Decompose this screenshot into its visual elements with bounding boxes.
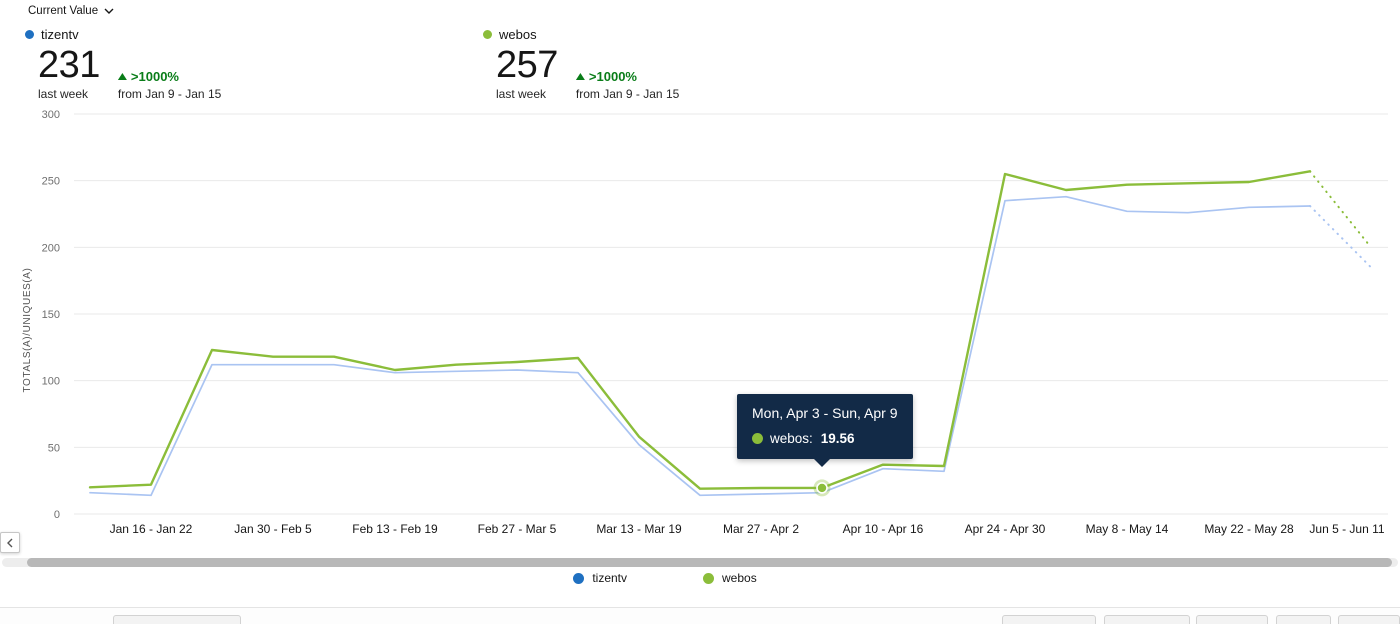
chart-scrollbar-track: [2, 558, 1398, 567]
metric-selector-dropdown[interactable]: Current Value: [28, 5, 114, 17]
increase-arrow-icon: [117, 73, 127, 80]
scroll-left-button[interactable]: [0, 532, 20, 553]
kpi-change-value: >1000%: [130, 69, 179, 84]
footer-control-4[interactable]: [1196, 615, 1268, 624]
webos-legend-dot-icon: [703, 572, 714, 584]
chart-legend: tizentv webos: [0, 571, 1400, 585]
svg-text:150: 150: [42, 309, 60, 321]
kpi-change-value: >1000%: [588, 69, 637, 84]
legend-item-tizentv[interactable]: tizentv: [573, 571, 627, 585]
svg-text:300: 300: [42, 109, 60, 121]
metric-selector-label: Current Value: [28, 5, 99, 17]
kpi-tizentv: tizentv 231 last week >1000% from Jan 9 …: [25, 27, 221, 101]
tooltip-date-range: Mon, Apr 3 - Sun, Apr 9: [752, 405, 898, 421]
chevron-left-icon: [7, 538, 13, 547]
webos-series-dot-icon: [483, 30, 492, 39]
kpi-change: >1000%: [117, 69, 221, 84]
svg-text:May 8 - May 14: May 8 - May 14: [1086, 522, 1169, 536]
increase-arrow-icon: [575, 73, 585, 80]
svg-text:Jun 5 - Jun 11: Jun 5 - Jun 11: [1309, 522, 1384, 536]
kpi-series-name: tizentv: [41, 27, 79, 42]
footer-control-5[interactable]: [1276, 615, 1331, 624]
tizentv-series-dot-icon: [25, 30, 34, 39]
kpi-webos: webos 257 last week >1000% from Jan 9 - …: [483, 27, 679, 101]
svg-text:Apr 24 - Apr 30: Apr 24 - Apr 30: [965, 522, 1046, 536]
footer-control-2[interactable]: [1002, 615, 1096, 624]
kpi-value-caption: last week: [496, 87, 547, 101]
line-chart[interactable]: 0 50 100 150 200 250 300 Jan 16 - Jan 22 Jan 30 …: [0, 0, 1400, 545]
svg-text:Apr 10 - Apr 16: Apr 10 - Apr 16: [843, 522, 924, 536]
svg-text:100: 100: [42, 376, 60, 388]
legend-label: tizentv: [592, 571, 627, 585]
legend-item-webos[interactable]: webos: [703, 571, 757, 585]
svg-text:Feb 27 - Mar 5: Feb 27 - Mar 5: [478, 522, 557, 536]
kpi-change-caption: from Jan 9 - Jan 15: [117, 87, 222, 101]
footer-control-1[interactable]: [113, 615, 241, 624]
tooltip-pointer: [814, 459, 830, 467]
kpi-change: >1000%: [575, 69, 679, 84]
svg-text:Mar 13 - Mar 19: Mar 13 - Mar 19: [596, 522, 682, 536]
legend-label: webos: [722, 571, 757, 585]
bottom-toolbar-partial: [0, 607, 1400, 624]
svg-text:Mar 27 - Apr 2: Mar 27 - Apr 2: [723, 522, 799, 536]
webos-series-dot-icon: [752, 433, 763, 444]
tooltip-series-label: webos:: [770, 431, 813, 446]
tizentv-legend-dot-icon: [573, 572, 585, 584]
kpi-series-name: webos: [499, 27, 537, 42]
chart-scrollbar-thumb[interactable]: [27, 558, 1392, 567]
svg-text:Jan 16 - Jan 22: Jan 16 - Jan 22: [110, 522, 193, 536]
footer-control-6[interactable]: [1338, 615, 1400, 624]
svg-text:250: 250: [42, 176, 60, 188]
svg-text:0: 0: [54, 509, 60, 521]
svg-text:TOTALS(A)/UNIQUES(A): TOTALS(A)/UNIQUES(A): [22, 268, 33, 393]
kpi-value-caption: last week: [38, 87, 89, 101]
kpi-value: 257: [496, 44, 558, 86]
svg-text:Feb 13 - Feb 19: Feb 13 - Feb 19: [352, 522, 438, 536]
svg-text:May 22 - May 28: May 22 - May 28: [1204, 522, 1294, 536]
chart-tooltip: Mon, Apr 3 - Sun, Apr 9 webos: 19.56: [737, 394, 913, 467]
tooltip-value: 19.56: [820, 431, 855, 446]
svg-text:200: 200: [42, 242, 60, 254]
kpi-value: 231: [38, 44, 100, 86]
footer-control-3[interactable]: [1104, 615, 1190, 624]
svg-text:Jan 30 - Feb 5: Jan 30 - Feb 5: [234, 522, 312, 536]
kpi-change-caption: from Jan 9 - Jan 15: [575, 87, 680, 101]
chevron-down-icon: [104, 8, 114, 14]
svg-text:50: 50: [48, 442, 60, 454]
